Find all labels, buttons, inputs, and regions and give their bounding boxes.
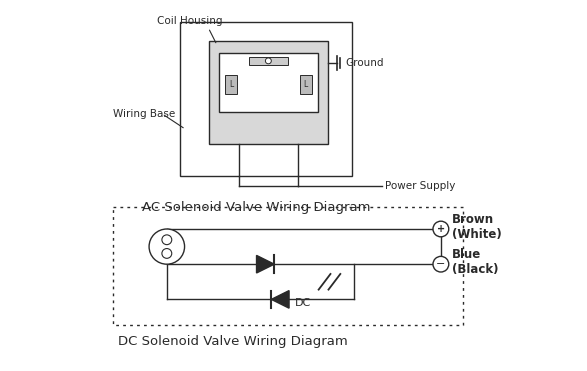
Text: AC Solenoid Valve Wiring Diagram: AC Solenoid Valve Wiring Diagram (142, 201, 370, 214)
Text: Power Supply: Power Supply (384, 181, 455, 191)
Bar (249, 57, 288, 65)
Bar (113, 207, 463, 325)
Polygon shape (257, 255, 274, 273)
Text: −: − (436, 259, 446, 269)
Text: Blue
(Black): Blue (Black) (452, 248, 498, 276)
Polygon shape (271, 290, 289, 308)
Text: DC Solenoid Valve Wiring Diagram: DC Solenoid Valve Wiring Diagram (117, 335, 348, 348)
Text: +: + (437, 224, 445, 234)
Circle shape (162, 235, 172, 244)
Circle shape (162, 249, 172, 258)
Bar (180, 22, 352, 176)
Text: L: L (229, 80, 233, 89)
Text: DC: DC (295, 298, 311, 308)
Text: L: L (303, 80, 308, 89)
Circle shape (265, 58, 271, 64)
Bar (209, 41, 328, 144)
Bar (219, 53, 318, 112)
Text: Brown
(White): Brown (White) (452, 213, 501, 241)
Bar (225, 75, 237, 94)
Text: Ground: Ground (345, 58, 384, 68)
Circle shape (149, 229, 184, 264)
Bar (300, 75, 312, 94)
Text: Wiring Base: Wiring Base (113, 109, 175, 119)
Circle shape (433, 256, 449, 272)
Text: Coil Housing: Coil Housing (157, 16, 222, 26)
Circle shape (433, 221, 449, 237)
